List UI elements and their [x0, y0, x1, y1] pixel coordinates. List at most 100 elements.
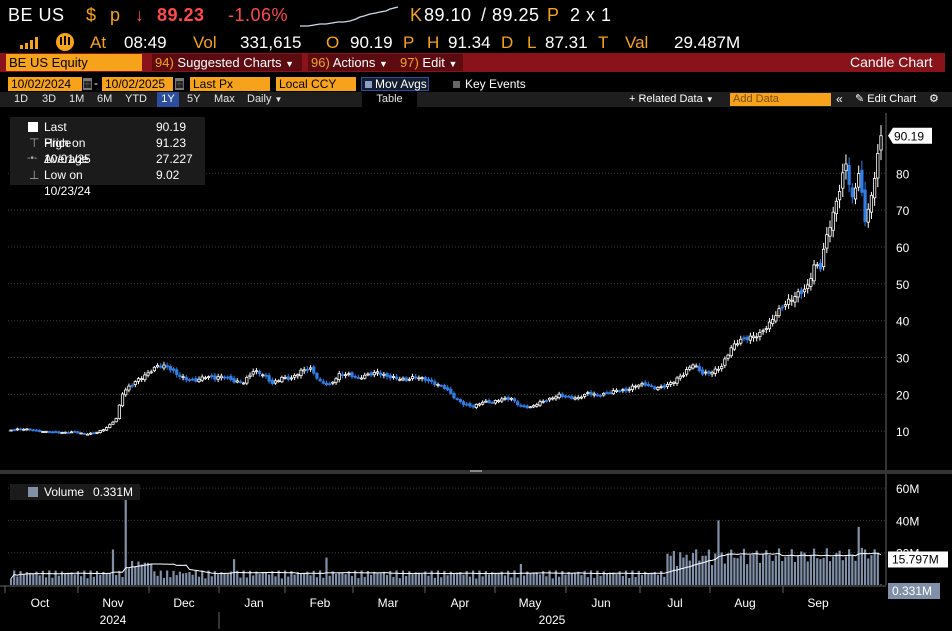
security-field[interactable]: BE US Equity	[6, 54, 142, 71]
y-tick-label: 60	[896, 241, 910, 255]
volume-bar	[656, 574, 660, 585]
candle	[286, 376, 290, 380]
collapse-icon[interactable]: «	[836, 92, 843, 106]
volume-bar	[293, 574, 296, 585]
volume-bar	[325, 557, 328, 585]
volume-bar	[822, 557, 825, 585]
candle	[305, 368, 309, 371]
range-5y[interactable]: 5Y	[187, 93, 201, 105]
volume-bar	[583, 570, 586, 585]
candle	[82, 432, 86, 435]
volume-bar	[755, 550, 758, 585]
volume-bar	[733, 557, 736, 585]
candle	[592, 393, 596, 396]
range-max[interactable]: Max	[214, 93, 235, 105]
add-data-input[interactable]: Add Data	[730, 93, 831, 106]
volume-bar	[675, 565, 679, 585]
volume-bar	[185, 573, 188, 585]
edit-chart-button[interactable]: ✎ Edit Chart	[855, 92, 916, 107]
volume-bar	[752, 554, 755, 585]
candle	[152, 366, 157, 372]
volume-bar	[567, 571, 570, 585]
volume-bar	[153, 571, 156, 585]
candle	[73, 431, 77, 433]
candle	[267, 375, 271, 382]
field-select[interactable]: Last Px	[190, 77, 270, 91]
volume-bar	[558, 576, 561, 585]
suggested-charts-menu[interactable]: 94) Suggested Charts ▼	[152, 54, 302, 71]
volume-bar	[363, 576, 366, 585]
candle	[487, 400, 491, 404]
range-1m[interactable]: 1M	[69, 93, 85, 105]
volume-bar	[70, 572, 73, 585]
candle	[280, 376, 284, 383]
volume-bar	[130, 560, 134, 585]
candle	[277, 380, 281, 383]
calendar-icon[interactable]: ▦	[83, 78, 92, 90]
mov-avgs-toggle[interactable]: Mov Avgs	[361, 77, 429, 91]
candle	[481, 401, 485, 405]
currency-select[interactable]: Local CCY	[276, 77, 356, 91]
range-ytd[interactable]: YTD	[125, 93, 147, 105]
volume-bar	[478, 570, 481, 585]
candle	[503, 397, 507, 400]
candle	[742, 337, 746, 340]
candle	[697, 365, 701, 372]
range-1d[interactable]: 1D	[14, 93, 29, 105]
range-3d[interactable]: 3D	[42, 93, 57, 105]
related-data-menu[interactable]: + Related Data ▼	[629, 92, 714, 107]
volume-bar	[134, 566, 137, 585]
candle	[181, 376, 185, 379]
candle	[57, 431, 61, 434]
key-events-toggle[interactable]: Key Events	[453, 77, 526, 91]
range-1y[interactable]: 1Y	[157, 92, 179, 107]
candle	[583, 393, 587, 397]
at-label: At	[90, 33, 107, 52]
calendar-icon[interactable]: ▦	[175, 78, 184, 90]
volume-bar	[137, 561, 140, 585]
edit-menu[interactable]: 97) Edit ▼	[397, 54, 463, 71]
gear-icon[interactable]: ⚙	[929, 93, 939, 105]
volume-bar	[35, 571, 38, 585]
candle	[219, 375, 223, 379]
volume-bar	[334, 573, 338, 585]
candle	[860, 169, 864, 193]
price-chart[interactable]: 102030405060708090.1920M40M60M15.797M0.3…	[0, 108, 952, 631]
volume-bar	[57, 575, 60, 585]
volume-bar	[385, 574, 389, 585]
legend-low-label: Low on 10/23/24	[44, 168, 91, 198]
ticker[interactable]: BE US	[8, 5, 65, 25]
range-6m[interactable]: 6M	[97, 93, 113, 105]
actions-menu[interactable]: 96) Actions ▼	[308, 54, 403, 71]
candle	[38, 429, 42, 433]
bid-label: K	[410, 5, 423, 25]
candle	[563, 395, 568, 398]
candle	[130, 384, 134, 387]
volume-bar	[491, 572, 494, 585]
candle	[544, 400, 548, 402]
candle	[270, 379, 274, 384]
period-select[interactable]: Daily ▼	[247, 92, 282, 107]
volume-bar	[366, 570, 370, 585]
volume-bar	[551, 578, 554, 585]
start-date-field[interactable]: 10/02/2024	[8, 77, 82, 91]
candle	[490, 402, 494, 404]
candle	[844, 163, 848, 172]
volume-bar	[99, 574, 102, 585]
candle	[484, 400, 488, 403]
candle	[589, 391, 593, 395]
candle	[9, 429, 13, 432]
high-flag: D	[501, 33, 514, 52]
volume-bar	[806, 561, 809, 585]
volume-tick-label: 40M	[896, 514, 919, 528]
candle	[723, 358, 727, 366]
candle	[573, 397, 577, 400]
end-date-field[interactable]: 10/02/2025	[102, 77, 173, 91]
edit-chart-label: Edit Chart	[867, 93, 917, 105]
candle	[178, 374, 182, 377]
volume-bar	[204, 578, 207, 585]
table-button[interactable]: Table	[362, 92, 417, 107]
volume-bar	[838, 550, 841, 585]
candle	[439, 384, 443, 387]
volume-last-tag-label: 0.331M	[892, 584, 932, 598]
